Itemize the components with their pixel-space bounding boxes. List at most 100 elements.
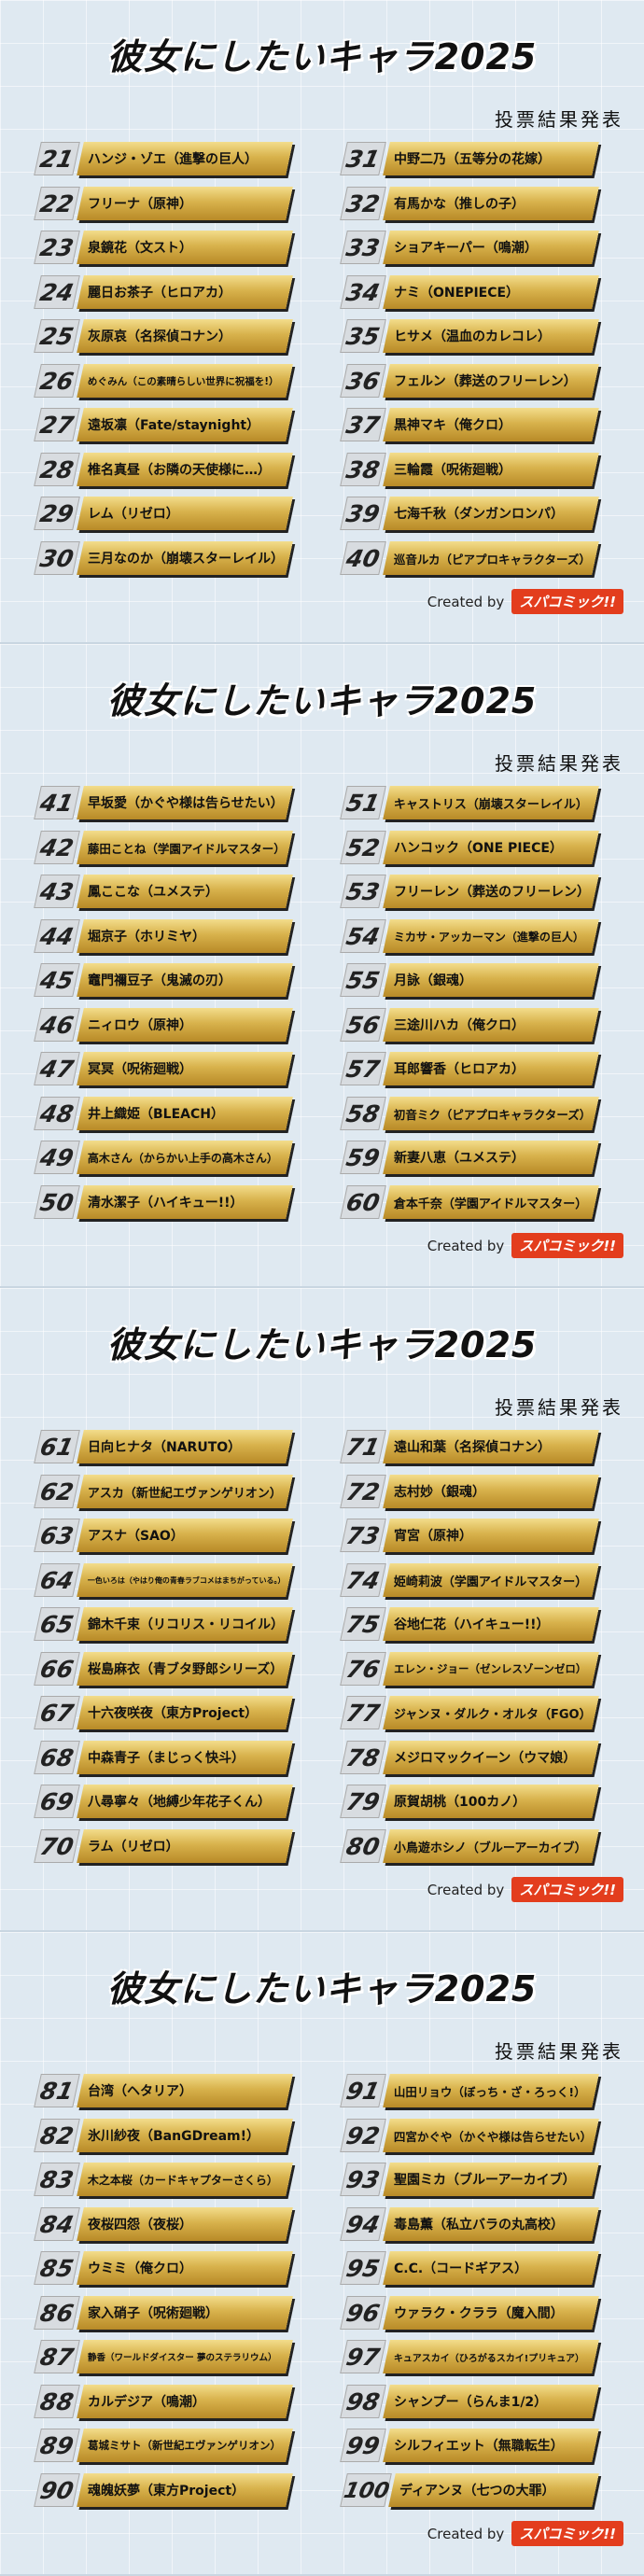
rank-number: 91 [340,2074,386,2107]
character-name: 黒神マキ（俺クロ） [394,418,511,433]
character-name-plate: 姫崎莉波（学園アイドルマスター） [383,1562,599,1597]
poster-title: 彼女にしたいキャラ2025 [106,1324,538,1365]
rank-number: 92 [340,2118,386,2152]
character-name: 鳳ここな（ユメステ） [88,885,218,900]
poster-subtitle: 投票結果発表 [495,2040,623,2063]
character-name-plate: 三月なのか（崩壊スターレイル） [77,540,293,575]
character-name: 堀京子（ホリミヤ） [88,929,205,945]
character-name-plate: 木之本桜（カードキャプターさくら） [77,2163,293,2196]
rank-number: 64 [34,1562,80,1597]
poster-title: 彼女にしたいキャラ2025 [106,680,538,721]
rank-number: 22 [34,186,80,220]
character-name: ハンジ・ゾエ（進撃の巨人） [88,152,258,167]
rank-number: 38 [340,452,386,486]
character-name: 早坂愛（かぐや様は告らせたい） [88,796,284,811]
rank-number: 56 [340,1007,386,1042]
publisher-logo: スパコミック!! [511,589,623,614]
rank-number: 90 [34,2472,80,2507]
rank-number: 76 [340,1651,386,1686]
character-name: メジロマックイーン（ウマ娘） [394,1750,577,1766]
ranking-item: 29 レム（リゼロ） [34,495,293,532]
rank-number: 47 [34,1052,80,1085]
rank-number: 24 [34,274,80,309]
character-name: 倉本千奈（学園アイドルマスター） [394,1197,588,1211]
character-name: 新妻八恵（ユメステ） [394,1151,525,1166]
ranking-item: 97 キュアスカイ（ひろがるスカイ!プリキュア） [340,2338,599,2375]
character-name: 台湾（ヘタリア） [88,2084,192,2099]
rank-number: 26 [34,363,80,398]
rank-number: 72 [340,1474,386,1508]
ranking-item: 61 日向ヒナタ（NARUTO） [34,1428,293,1465]
rank-number: 69 [34,1785,80,1818]
character-name: ミカサ・アッカーマン（進撃の巨人） [394,930,585,943]
rank-number: 21 [34,142,80,175]
ranking-column-right: 71 遠山和葉（名探偵コナン） 72 志村妙（銀魂） 73 宵宮（原神） 74 姫崎莉波（学園… [340,1428,599,1871]
ranking-column-right: 51 キャストリス（崩壊スターレイル） 52 ハンコック（ONE PIECE） 53 フリ… [340,784,599,1227]
character-name: 錦木千束（リコリス・リコイル） [88,1617,284,1632]
ranking-item: 30 三月なのか（崩壊スターレイル） [34,539,293,577]
ranking-item: 79 原賀胡桃（100カノ） [340,1783,599,1820]
ranking-item: 28 椎名真昼（お隣の天使様に…） [34,451,293,488]
rank-number: 42 [34,830,80,864]
rank-number: 71 [340,1430,386,1463]
ranking-item: 24 麗日お茶子（ヒロアカ） [34,273,293,311]
character-name: 有馬かな（推しの子） [394,196,525,212]
ranking-item: 77 ジャンヌ・ダルク・オルタ（FGO） [340,1694,599,1731]
character-name-plate: 巡音ルカ（ピアプロキャラクターズ） [383,540,599,575]
credit-text: Created by [427,2525,505,2542]
credit-line: Created by スパコミック!! [427,1877,623,1902]
rank-number: 41 [34,786,80,819]
character-name-plate: 宵宮（原神） [383,1519,599,1552]
character-name-plate: 静香（ワールドダイスター 夢のステラリウム） [77,2340,293,2373]
character-name: 氷川紗夜（BanGDream!） [88,2128,260,2144]
character-name-plate: 堀京子（ホリミヤ） [77,918,293,953]
rank-number: 60 [340,1184,386,1219]
character-name: 原賀胡桃（100カノ） [394,1795,526,1810]
ranking-item: 85 ウミミ（俺クロ） [34,2249,293,2287]
rank-number: 74 [340,1562,386,1597]
character-name: ウミミ（俺クロ） [88,2261,192,2276]
ranking-item: 87 静香（ワールドダイスター 夢のステラリウム） [34,2338,293,2375]
character-name-plate: 有馬かな（推しの子） [383,186,599,220]
character-name-plate: エレン・ジョー（ゼンレスゾーンゼロ） [383,1651,599,1686]
ranking-item: 81 台湾（ヘタリア） [34,2072,293,2109]
ranking-item: 35 ヒサメ（温血のカレコレ） [340,317,599,355]
rank-number: 57 [340,1052,386,1085]
ranking-item: 41 早坂愛（かぐや様は告らせたい） [34,784,293,821]
character-name: 三輪霞（呪術廻戦） [394,462,511,478]
ranking-item: 100 ディアンヌ（七つの大罪） [340,2471,599,2509]
character-name: 聖園ミカ（ブルーアーカイブ） [394,2173,576,2188]
character-name: 桜島麻衣（青ブタ野郎シリーズ） [88,1661,284,1677]
character-name-plate: キュアスカイ（ひろがるスカイ!プリキュア） [383,2340,599,2373]
character-name: 高木さん（からかい上手の高木さん） [88,1151,279,1165]
rank-number: 96 [340,2295,386,2330]
character-name-plate: フリーレン（葬送のフリーレン） [383,875,599,908]
ranking-item: 57 耳郎響香（ヒロアカ） [340,1050,599,1087]
character-name: ショアキーパー（鳴潮） [394,241,538,256]
ranking-item: 47 冥冥（呪術廻戦） [34,1050,293,1087]
character-name-plate: 冥冥（呪術廻戦） [77,1052,293,1085]
character-name-plate: レム（リゼロ） [77,497,293,530]
character-name-plate: シルフィエット（無職転生） [383,2429,599,2462]
ranking-item: 27 遠坂凛（Fate/staynight） [34,406,293,443]
rank-number: 59 [340,1141,386,1174]
credit-text: Created by [427,593,505,610]
character-name-plate: 倉本千奈（学園アイドルマスター） [383,1184,599,1219]
character-name: 初音ミク（ピアプロキャラクターズ） [394,1107,592,1121]
rank-number: 62 [34,1474,80,1508]
character-name-plate: 早坂愛（かぐや様は告らせたい） [77,786,293,819]
ranking-item: 99 シルフィエット（無職転生） [340,2427,599,2464]
character-name: フリーナ（原神） [88,196,192,212]
ranking-item: 23 泉鏡花（文スト） [34,229,293,266]
character-name: フェルン（葬送のフリーレン） [394,373,577,389]
ranking-item: 36 フェルン（葬送のフリーレン） [340,362,599,399]
ranking-item: 96 ウァラク・クララ（魔入間） [340,2294,599,2331]
ranking-item: 95 C.C.（コードギアス） [340,2249,599,2287]
rank-number: 43 [34,875,80,908]
character-name: アスナ（SAO） [88,1529,184,1544]
ranking-item: 71 遠山和葉（名探偵コナン） [340,1428,599,1465]
ranking-item: 53 フリーレン（葬送のフリーレン） [340,873,599,910]
rank-number: 48 [34,1096,80,1130]
character-name: 八尋寧々（地縛少年花子くん） [88,1795,271,1810]
ranking-item: 60 倉本千奈（学園アイドルマスター） [340,1183,599,1221]
